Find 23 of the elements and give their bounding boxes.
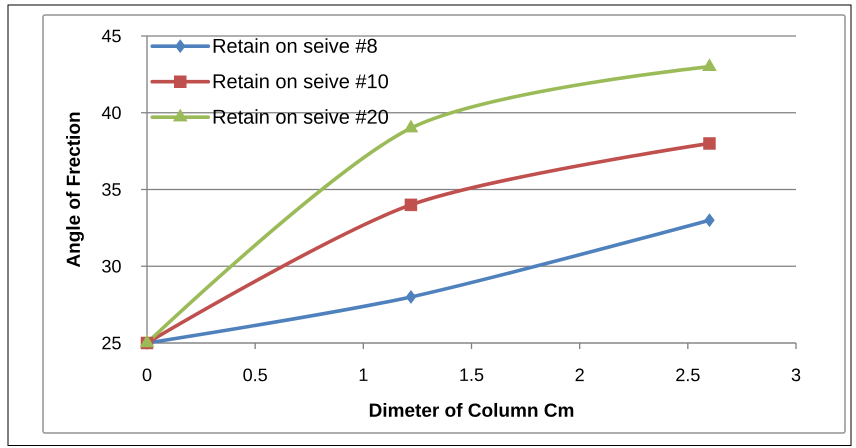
- point: [704, 213, 715, 227]
- x-tick-label: 0.5: [243, 368, 267, 382]
- point: [404, 198, 418, 212]
- legend-label: Retain on seive #10: [214, 74, 388, 88]
- point: [406, 290, 416, 304]
- x-tick-label: 1: [360, 368, 368, 381]
- x-tick-label: 2.5: [676, 368, 700, 382]
- y-axis-title: Angle of Frection: [66, 112, 84, 268]
- x-tick-label: 3: [792, 368, 800, 382]
- legend-label: Retain on seive #20: [214, 109, 388, 124]
- x-tick-label: 2: [576, 368, 584, 382]
- point: [404, 120, 418, 132]
- x-tick-label: 0: [142, 368, 152, 382]
- point: [703, 137, 716, 150]
- y-tick-label: 35: [102, 183, 121, 196]
- y-tick-label: 40: [102, 106, 121, 120]
- point: [702, 58, 717, 71]
- legend-label: Retain on seive #8: [214, 38, 377, 53]
- y-tick-label: 30: [102, 260, 121, 273]
- y-tick-label: 45: [102, 30, 121, 42]
- x-tick-label: 1.5: [460, 368, 484, 382]
- y-tick-label: 25: [102, 336, 121, 350]
- x-axis-title: Dimeter of Column Cm: [370, 402, 574, 417]
